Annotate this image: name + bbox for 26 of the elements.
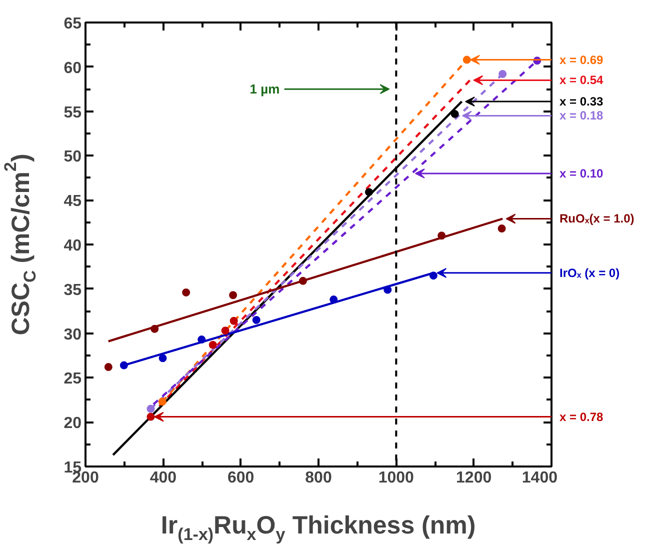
y-tick-label: 25 — [64, 370, 82, 388]
x-tick-label: 1400 — [522, 470, 558, 486]
annotation: x = 0.33 — [560, 94, 604, 109]
annotation: RuOₓ(x = 1.0) — [560, 212, 634, 226]
annotation: x = 0.69 — [560, 52, 604, 67]
y-tick-label: 35 — [64, 282, 82, 299]
annotation: x = 0.78 — [560, 410, 604, 424]
y-tick-label: 40 — [64, 238, 82, 254]
x-tick-label: 1000 — [378, 470, 414, 486]
x-tick-label: 1200 — [456, 470, 492, 486]
y-tick-label: 65 — [64, 16, 82, 32]
y-tick-label: 55 — [64, 104, 82, 122]
annotation: x = 0.10 — [560, 166, 604, 180]
annotation: x = 0.18 — [560, 108, 604, 123]
y-tick-label: 30 — [64, 326, 82, 344]
x-tick-label: 800 — [305, 470, 332, 486]
y-tick-label: 20 — [64, 415, 82, 432]
ref-line-label: 1 µm — [250, 82, 280, 97]
x-tick-label: 400 — [150, 470, 177, 486]
y-axis-title: CSCC (mC/cm2) — [0, 154, 40, 336]
y-tick-label: 50 — [64, 148, 82, 166]
y-tick-label: 60 — [64, 60, 82, 77]
x-tick-label: 600 — [227, 470, 254, 486]
annotation: IrOₓ (x = 0) — [560, 266, 620, 280]
y-tick-label: 45 — [64, 193, 82, 210]
annotation: x = 0.54 — [560, 73, 604, 88]
